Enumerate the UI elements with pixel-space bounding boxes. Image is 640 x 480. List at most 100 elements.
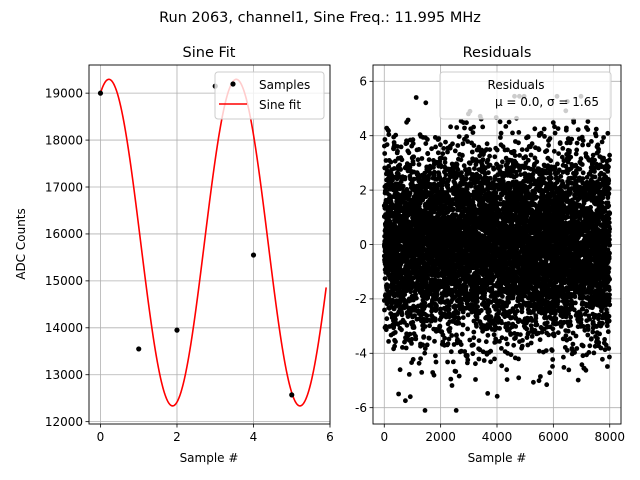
residual-point (422, 303, 428, 309)
residual-point (423, 279, 429, 285)
residuals-xtick-label: 6000 (538, 430, 569, 444)
residual-point (487, 153, 492, 159)
residual-point (504, 367, 510, 373)
sine-fit-xtick-label: 0 (97, 430, 105, 444)
sine-fit-ytick-label: 16000 (45, 227, 83, 241)
residual-point (456, 373, 462, 379)
residual-point (513, 324, 519, 329)
residual-point (386, 128, 391, 134)
residual-point (432, 316, 438, 322)
residual-point (437, 323, 443, 329)
residual-point (425, 151, 431, 156)
sample-point (174, 327, 180, 333)
residual-point (480, 157, 486, 163)
sine-fit-ytick-label: 15000 (45, 274, 83, 288)
residual-point (438, 306, 443, 312)
residual-point (498, 130, 504, 136)
residual-point (492, 356, 497, 362)
residual-point (453, 369, 459, 374)
residual-point (422, 350, 428, 356)
residual-point (506, 119, 512, 125)
residual-point (485, 391, 491, 396)
residual-point (421, 334, 427, 339)
residual-point (395, 144, 400, 149)
residual-point (432, 169, 437, 175)
residual-point (447, 325, 453, 331)
residual-point (488, 359, 493, 365)
residual-point (427, 323, 432, 329)
residual-point (479, 308, 484, 313)
residual-point (396, 391, 401, 397)
residual-point (505, 341, 510, 347)
sine-fit-xtick-label: 6 (326, 430, 334, 444)
residual-point (426, 335, 432, 341)
residual-point (469, 149, 475, 155)
residual-point (517, 153, 522, 158)
residual-point (414, 295, 419, 301)
sine-fit-ylabel: ADC Counts (14, 208, 28, 280)
residual-point (516, 375, 522, 381)
residual-point (386, 132, 392, 138)
residual-point (465, 357, 471, 363)
residual-point (471, 143, 477, 148)
residual-point (413, 336, 419, 342)
residual-point (388, 159, 394, 165)
residual-point (393, 317, 398, 322)
residual-point (498, 164, 504, 170)
residual-point (510, 130, 515, 136)
residual-point (519, 147, 525, 153)
sine-fit-ytick-label: 18000 (45, 133, 83, 147)
residual-point (491, 166, 497, 172)
residual-point (443, 139, 448, 145)
sine-fit-ytick-label: 13000 (45, 368, 83, 382)
residual-point (438, 164, 444, 170)
residual-point (483, 339, 489, 345)
residual-point (464, 353, 470, 358)
residual-point (471, 329, 477, 335)
sine-fit-xlabel: Sample # (180, 451, 239, 465)
residual-point (423, 100, 429, 106)
residual-point (406, 150, 412, 156)
residual-point (425, 137, 430, 142)
residual-point (382, 137, 388, 142)
residual-point (471, 124, 476, 130)
residual-point (456, 134, 462, 140)
residual-point (499, 320, 504, 326)
sine-fit-ytick-label: 19000 (45, 86, 83, 100)
sine-fit-curve (99, 78, 327, 407)
residual-point (392, 158, 398, 164)
residual-point (516, 356, 521, 362)
residual-point (411, 325, 417, 330)
sample-point (250, 252, 257, 258)
residual-point (409, 341, 414, 346)
residual-point (403, 398, 408, 404)
residual-point (452, 148, 458, 154)
residual-point (383, 327, 389, 333)
residuals-ytick-label: 6 (359, 75, 367, 89)
residual-point (426, 173, 431, 179)
residual-point (458, 342, 464, 347)
residual-point (500, 159, 505, 165)
residual-point (471, 342, 476, 348)
residual-point (434, 303, 439, 309)
sample-point (97, 90, 104, 96)
residual-point (481, 358, 487, 363)
residual-point (448, 349, 454, 355)
residuals-title: Residuals (463, 45, 532, 61)
residual-point (514, 173, 519, 179)
residual-point (433, 359, 439, 365)
residual-point (410, 141, 416, 147)
residual-point (404, 140, 410, 146)
residual-point (506, 321, 511, 326)
residual-point (466, 166, 472, 172)
residual-point (460, 153, 465, 158)
residual-point (498, 135, 503, 140)
residual-point (514, 308, 520, 314)
residual-point (497, 326, 502, 331)
residual-point (424, 342, 430, 348)
residuals-ytick-label: 2 (359, 183, 367, 197)
legend-sine-fit-label: Sine fit (259, 98, 301, 112)
sine-fit-legend: Samples Sine fit (214, 71, 325, 120)
